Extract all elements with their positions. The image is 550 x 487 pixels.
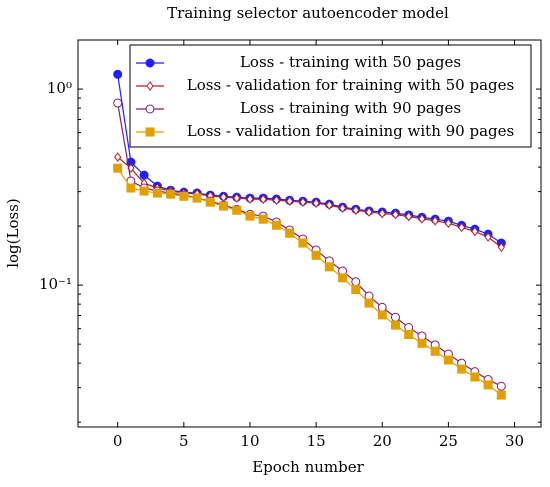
point: [405, 211, 413, 222]
point: [351, 277, 361, 287]
point: [192, 193, 202, 203]
point: [113, 98, 123, 108]
point: [471, 226, 479, 237]
series: [113, 163, 506, 400]
point: [497, 242, 505, 253]
x-axis-label: Epoch number: [252, 458, 364, 476]
point: [417, 338, 427, 348]
point: [246, 194, 254, 204]
point: [430, 346, 440, 356]
point: [404, 330, 414, 340]
point: [377, 302, 387, 312]
point: [312, 198, 320, 208]
point: [377, 310, 387, 320]
point: [470, 372, 480, 382]
point: [351, 285, 361, 295]
point: [113, 163, 123, 173]
legend-marker: [145, 104, 155, 114]
point: [431, 215, 439, 226]
point: [378, 208, 386, 219]
point: [245, 211, 255, 221]
point: [390, 312, 400, 322]
point: [338, 273, 348, 283]
point: [298, 238, 308, 248]
point: [364, 298, 374, 308]
legend-label: Loss - validation for training with 50 p…: [187, 76, 514, 94]
legend-box: [129, 44, 532, 148]
chart-title: Training selector autoencoder model: [167, 4, 449, 22]
x-tick-label: 25: [439, 432, 458, 450]
point: [458, 222, 466, 233]
x-tick-label: 10: [240, 432, 259, 450]
x-tick-label: 5: [179, 432, 189, 450]
point: [258, 214, 268, 224]
point: [418, 213, 426, 224]
x-tick-label: 20: [373, 432, 392, 450]
point: [232, 205, 242, 215]
y-tick-label: 10⁻¹: [39, 275, 72, 293]
point: [299, 197, 307, 208]
legend-label: Loss - training with 50 pages: [240, 53, 461, 71]
point: [324, 262, 334, 272]
point: [457, 364, 467, 374]
y-axis-label: log(Loss): [4, 198, 22, 268]
point: [114, 152, 122, 162]
legend-marker: [145, 58, 155, 68]
point: [126, 183, 136, 193]
x-tick-label: 0: [113, 432, 123, 450]
point: [338, 203, 347, 213]
point: [311, 250, 321, 260]
point: [496, 390, 506, 400]
point: [484, 232, 492, 242]
point: [113, 69, 123, 79]
legend: Loss - training with 50 pages Loss - vali…: [129, 44, 532, 148]
legend-marker: [146, 81, 154, 91]
point: [325, 200, 333, 210]
series: [114, 152, 505, 253]
point: [496, 381, 506, 391]
point: [139, 170, 149, 180]
point: [219, 201, 229, 211]
point: [285, 228, 295, 238]
y-tick-label: 10⁰: [47, 79, 72, 97]
point: [152, 188, 162, 198]
legend-label: Loss - validation for training with 90 p…: [187, 122, 514, 140]
legend-label: Loss - training with 90 pages: [240, 99, 461, 117]
point: [166, 189, 176, 199]
point: [483, 380, 493, 390]
x-tick-label: 30: [505, 432, 524, 450]
series-line: [117, 156, 502, 248]
point: [391, 209, 400, 220]
point: [444, 218, 453, 229]
legend-marker: [145, 127, 155, 137]
point: [259, 194, 267, 205]
point: [179, 191, 189, 201]
point: [139, 186, 149, 196]
point: [352, 205, 360, 216]
point: [271, 220, 281, 230]
point: [443, 355, 453, 365]
x-tick-label: 15: [307, 432, 326, 450]
point: [233, 193, 241, 203]
point: [272, 195, 281, 206]
point: [365, 207, 373, 217]
point: [205, 197, 215, 207]
point: [286, 196, 294, 207]
point: [390, 320, 400, 330]
plot-frame: [77, 39, 542, 428]
